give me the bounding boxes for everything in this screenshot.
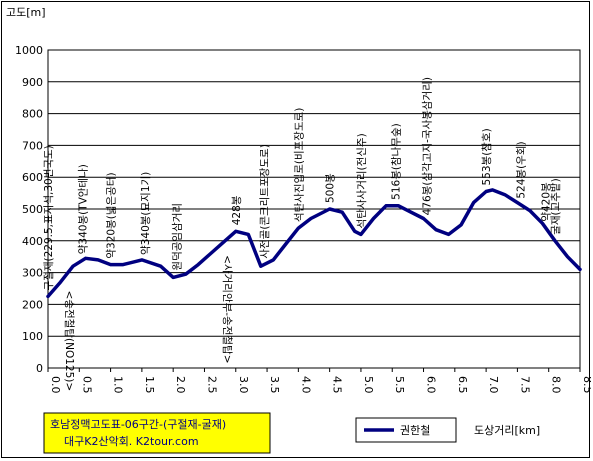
annotation-label: 476봉(삼각고지-국사봉삼거리) xyxy=(422,77,434,215)
grid-lines xyxy=(47,49,581,372)
x-tick-label: 5.0 xyxy=(362,376,375,394)
x-tick-label: 3.5 xyxy=(268,376,281,394)
x-tick-label: 1.5 xyxy=(143,376,156,394)
y-tick-label: 1000 xyxy=(15,44,43,57)
y-tick-label: 300 xyxy=(22,267,43,280)
x-tick-label: 7.0 xyxy=(487,376,500,394)
footer-title: 호남정맥고도표-06구간-(구절재-굴재) xyxy=(50,418,226,431)
y-tick-label: 500 xyxy=(22,203,43,216)
x-tick-label: 2.5 xyxy=(205,376,218,394)
x-tick-label: 7.5 xyxy=(518,376,531,394)
y-tick-label: 900 xyxy=(22,76,43,89)
footer-title-box xyxy=(43,412,271,454)
x-axis-label: 도상거리[km] xyxy=(474,424,540,437)
annotation-label: 524봉(우회) xyxy=(516,141,528,198)
y-tick-labels: 0 100 200 300 400 500 600 700 800 900 1000 xyxy=(15,44,43,375)
annotation-label: 석탄사사거리(전신주) xyxy=(356,133,368,228)
y-tick-label: 700 xyxy=(22,139,43,152)
legend-label: 권한철 xyxy=(400,424,430,437)
annotation-label: 석탄사진입로(비포장도로) xyxy=(292,108,305,222)
plot-area xyxy=(47,49,581,369)
x-tick-label: 0.0 xyxy=(49,376,62,394)
series-line-권한철 xyxy=(46,188,582,299)
y-tick-label: 200 xyxy=(22,298,43,311)
peak-annotations: 구절재(229.5,표지석,30번국도) 약340봉(TV안테나) 약320봉(넓은… xyxy=(42,77,562,391)
annotation-label: <송전철탑(NO125)> xyxy=(63,291,75,392)
y-tick-label: 600 xyxy=(22,171,43,184)
x-tick-label: 2.0 xyxy=(174,376,187,394)
x-tick-label: 3.0 xyxy=(237,376,250,394)
annotation-label: 약340봉(TV안테나) xyxy=(77,164,89,254)
annotation-label: 약420봉 xyxy=(541,182,553,222)
x-tick-label: 0.5 xyxy=(80,376,93,394)
annotation-label: 원덕공임삼거리 xyxy=(170,203,183,271)
footer-credit: 대구K2산악회. K2tour.com xyxy=(64,435,199,448)
annotation-label: <사거리안부-송전철탑> xyxy=(221,255,233,363)
annotation-label: 구절재(229.5,표지석,30번국도) xyxy=(42,145,55,290)
y-tick-label: 800 xyxy=(22,108,43,121)
y-tick-label: 0 xyxy=(36,362,43,375)
x-tick-label: 4.5 xyxy=(331,376,344,394)
annotation-label: 500봉 xyxy=(325,173,337,203)
y-tick-label: 100 xyxy=(22,330,43,343)
annotation-label: 굴재(고추밭) xyxy=(550,178,562,235)
x-tick-label: 1.0 xyxy=(112,376,125,394)
x-tick-label: 6.0 xyxy=(425,376,438,394)
x-tick-label: 6.5 xyxy=(456,376,469,394)
x-tick-label: 4.0 xyxy=(299,376,312,394)
y-axis-label: 고도[m] xyxy=(6,6,46,19)
annotation-label: 약320봉(넓은공터) xyxy=(106,172,118,258)
annotation-label: 사전골(콘크리트포장도로) xyxy=(259,144,271,258)
annotation-label: 516봉(참나무숲) xyxy=(390,123,402,200)
y-tick-label: 400 xyxy=(22,235,43,248)
x-tick-label: 5.5 xyxy=(393,376,406,394)
x-tick-label: 8.0 xyxy=(550,376,563,394)
x-tick-labels: 0.0 0.5 1.0 1.5 2.0 2.5 3.0 3.5 4.0 4.5 5.0 5.5 6.0 6… xyxy=(49,376,591,394)
x-tick-label: 8.5 xyxy=(581,376,591,394)
annotation-label: 428봉 xyxy=(231,195,243,225)
annotation-label: 약340봉(묘지1기) xyxy=(140,172,152,255)
annotation-label: 553봉(참호) xyxy=(481,128,493,185)
